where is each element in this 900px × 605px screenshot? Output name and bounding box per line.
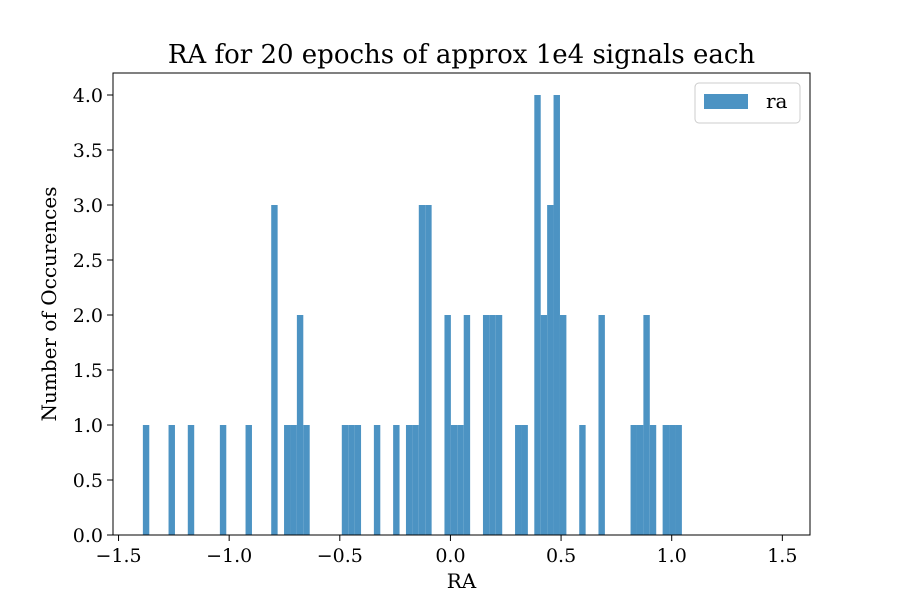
- histogram-bar: [303, 425, 310, 535]
- x-tick-label: 1.0: [657, 545, 687, 567]
- y-axis-ticks: 0.0 0.5 1.0 1.5 2.0 2.5 3.0 3.5 4.0: [73, 85, 113, 547]
- histogram-bar: [245, 425, 252, 535]
- histogram-bar: [669, 425, 676, 535]
- y-tick-label: 0.5: [73, 470, 103, 492]
- x-tick-label: −0.5: [317, 545, 363, 567]
- legend: ra: [694, 82, 801, 124]
- histogram-bar: [393, 425, 400, 535]
- y-axis-label: Number of Occurences: [37, 187, 61, 422]
- histogram-bar: [579, 425, 586, 535]
- histogram-bar: [354, 425, 362, 535]
- histogram-bar: [463, 315, 471, 535]
- x-axis-label: RA: [447, 569, 477, 593]
- histogram-bar: [290, 425, 297, 535]
- histogram-bar: [373, 425, 381, 535]
- histogram-bar: [521, 425, 528, 535]
- x-tick-label: 0.5: [546, 545, 576, 567]
- histogram-bar: [444, 315, 451, 535]
- x-axis-ticks: −1.5 −1.0 −0.5 0.0 0.5 1.0 1.5: [95, 535, 797, 567]
- histogram-bar: [540, 315, 548, 535]
- y-tick-label: 1.5: [73, 360, 103, 382]
- plot-frame: [112, 72, 811, 536]
- histogram-bar: [142, 425, 150, 535]
- histogram-bar: [482, 315, 490, 535]
- histogram-bar: [187, 425, 195, 535]
- histogram-bar: [284, 425, 291, 535]
- histogram-bar: [630, 425, 637, 535]
- x-tick-label: −1.5: [95, 545, 141, 567]
- histogram-bar: [636, 425, 644, 535]
- histogram-bar: [495, 315, 503, 535]
- y-tick-label: 3.0: [73, 195, 103, 217]
- histogram-bar: [534, 95, 541, 535]
- chart-title: RA for 20 epochs of approx 1e4 signals e…: [168, 40, 756, 70]
- x-tick-label: 0.0: [435, 545, 465, 567]
- x-tick-label: −1.0: [206, 545, 252, 567]
- y-tick-label: 2.0: [73, 305, 103, 327]
- histogram-bar: [457, 425, 464, 535]
- histogram-bar: [412, 425, 419, 535]
- y-tick-label: 1.0: [73, 415, 103, 437]
- histogram-bar: [219, 425, 227, 535]
- histogram-bar: [418, 205, 426, 535]
- y-tick-label: 2.5: [73, 250, 103, 272]
- x-tick-label: 1.5: [767, 545, 797, 567]
- histogram-bar: [405, 425, 413, 535]
- histogram-bar: [515, 425, 522, 535]
- histogram-bar: [341, 425, 349, 535]
- histogram-bar: [553, 95, 560, 535]
- histogram-bar: [662, 425, 670, 535]
- histogram-bar: [675, 425, 682, 535]
- legend-swatch: [704, 94, 748, 109]
- histogram-bar: [271, 205, 278, 535]
- bars-group: [142, 95, 682, 535]
- histogram-bar: [547, 205, 554, 535]
- histogram-bar: [598, 315, 605, 535]
- histogram-bar: [296, 315, 304, 535]
- y-tick-label: 4.0: [73, 85, 103, 107]
- legend-label: ra: [766, 89, 788, 113]
- histogram-bar: [168, 425, 175, 535]
- histogram-bar: [643, 315, 650, 535]
- histogram-bar: [425, 205, 432, 535]
- histogram-bar: [559, 315, 567, 535]
- y-tick-label: 3.5: [73, 140, 103, 162]
- histogram-bar: [348, 425, 355, 535]
- histogram-bar: [489, 315, 496, 535]
- histogram-bar: [649, 425, 657, 535]
- histogram-bar: [450, 425, 458, 535]
- y-tick-label: 0.0: [73, 525, 103, 547]
